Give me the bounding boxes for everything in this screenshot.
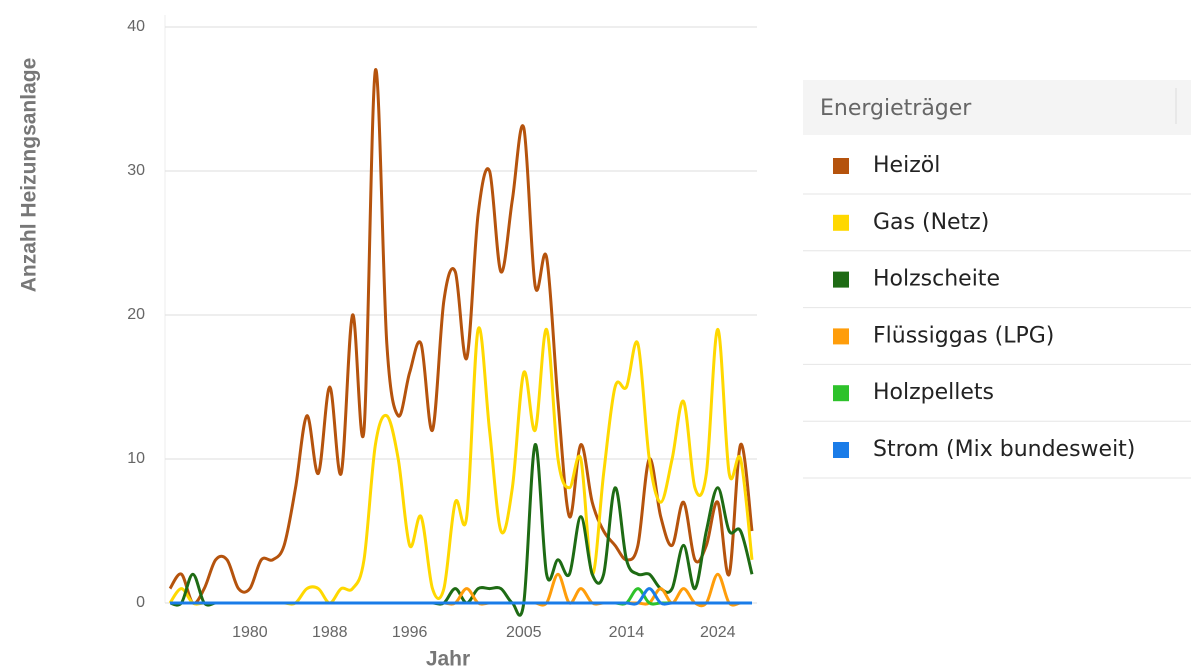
x-tick-label: 2014 — [609, 624, 645, 641]
x-axis-title: Jahr — [426, 648, 470, 671]
legend-label: Holzscheite — [873, 267, 1000, 292]
y-tick-label: 40 — [127, 18, 145, 35]
legend-swatch — [833, 385, 849, 402]
legend-label: Gas (Netz) — [873, 210, 989, 235]
y-tick-label: 20 — [127, 306, 145, 323]
x-tick-label: 1980 — [232, 624, 268, 641]
y-tick-label: 30 — [127, 162, 145, 179]
legend-swatch — [833, 214, 849, 231]
y-tick-label: 10 — [127, 450, 145, 467]
y-axis-title: Anzahl Heizungsanlage — [18, 58, 41, 293]
x-tick-label: 1988 — [312, 624, 348, 641]
x-tick-label: 2005 — [506, 624, 542, 641]
series-line — [168, 326, 754, 606]
legend-label: Heizöl — [873, 153, 940, 178]
legend-header — [803, 80, 1191, 135]
legend-title: Energieträger — [820, 96, 972, 121]
series-line — [168, 68, 754, 605]
legend-label: Holzpellets — [873, 380, 994, 405]
x-tick-label: 1996 — [392, 624, 428, 641]
series-line — [170, 587, 752, 606]
legend-label: Strom (Mix bundesweit) — [873, 437, 1135, 462]
legend-swatch — [833, 271, 849, 288]
legend-swatch — [833, 442, 849, 458]
x-tick-label: 2024 — [700, 624, 736, 641]
legend-swatch — [833, 328, 849, 345]
legend-label: Flüssiggas (LPG) — [873, 323, 1054, 348]
legend-swatch — [833, 158, 849, 174]
y-tick-label: 0 — [136, 594, 145, 611]
